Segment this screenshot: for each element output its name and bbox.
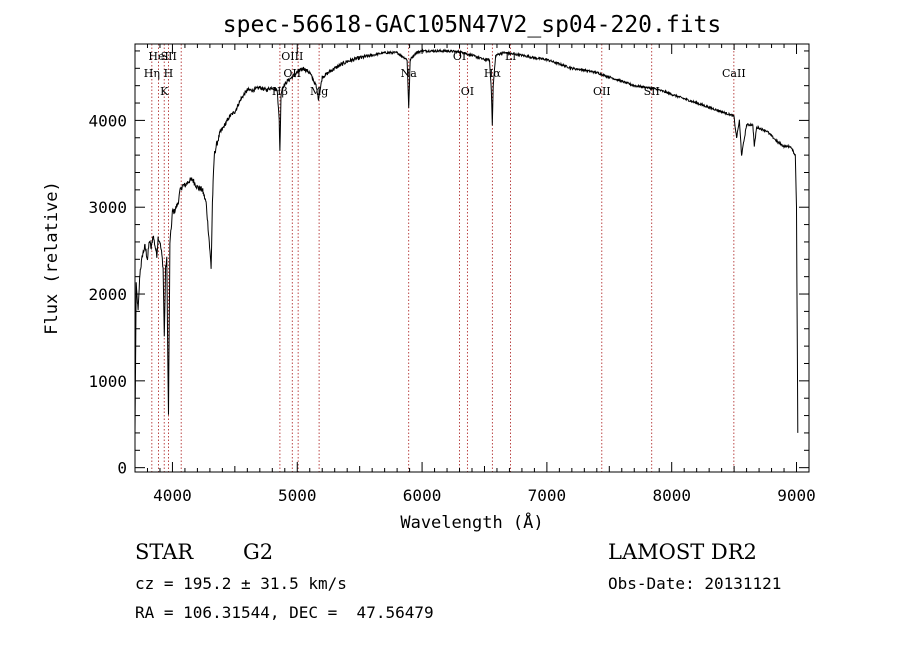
spectral-line-label: Hα [484,67,502,80]
spectrum-series-line [134,48,799,433]
x-axis-label: Wavelength (Å) [400,511,543,533]
object-class: STAR [135,540,194,564]
spectral-line-label: Mg [310,85,328,98]
y-axis-label: Flux (relative) [42,181,62,335]
spectral-line-label: HeI [148,50,168,63]
x-tick-label: 7000 [528,486,567,505]
x-tick-label: 4000 [153,486,192,505]
obs-date-info: Obs-Date: 20131121 [608,574,782,593]
survey-name: LAMOST DR2 [608,540,757,564]
y-tick-label: 3000 [88,198,127,217]
spectral-line-label: Hβ [272,85,288,98]
spectral-line-label: Li [505,50,516,63]
spectral-line-label: Hη [144,67,160,80]
y-tick-label: 1000 [88,372,127,391]
spectral-line-label: OIII [281,50,303,63]
y-tick-label: 2000 [88,285,127,304]
x-tick-label: 9000 [777,486,816,505]
spectral-line-label: CaII [722,67,746,80]
spectral-line-label: K [160,85,169,98]
spectral-line-label: H [164,67,174,80]
y-axis-ticks: 0 1000 2000 3000 4000 [88,50,809,478]
spectral-line-label: OI [461,85,474,98]
y-tick-label: 4000 [88,111,127,130]
x-tick-label: 6000 [403,486,442,505]
coordinates-info: RA = 106.31544, DEC = 47.56479 [135,603,434,622]
spectral-subclass: G2 [243,540,274,564]
x-tick-label: 5000 [278,486,317,505]
spectral-line-label: Na [401,67,418,80]
x-axis-ticks: 4000 5000 6000 7000 8000 9000 [146,44,816,505]
redshift-info: cz = 195.2 ± 31.5 km/s [135,574,347,593]
y-tick-label: 0 [117,459,127,478]
spectral-line-label: OII [593,85,611,98]
spectral-line-label: OII [283,67,301,80]
spectral-line-markers [151,44,735,472]
spectral-line-label: SII [161,50,177,63]
x-tick-label: 8000 [652,486,691,505]
chart-title: spec-56618-GAC105N47V2_sp04-220.fits [223,12,722,38]
